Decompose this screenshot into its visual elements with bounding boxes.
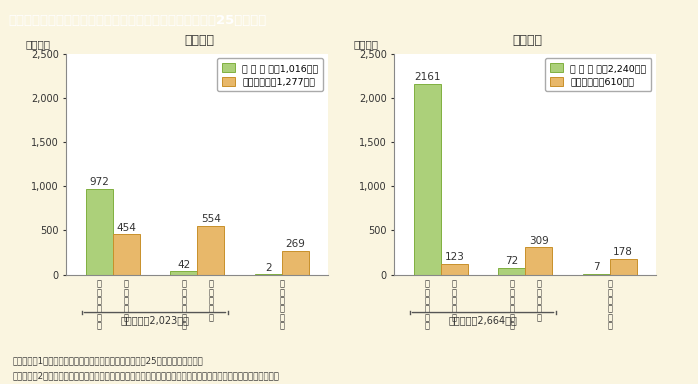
Text: 第１－特－６図　雇用形態と従業上の地位（男女別，平成25年３月）: 第１－特－６図 雇用形態と従業上の地位（男女別，平成25年３月）	[8, 15, 267, 28]
Text: 454: 454	[117, 223, 136, 233]
Text: 有
期
の
契
約
・: 有 期 の 契 約 ・	[181, 280, 186, 330]
Bar	[609, 259, 637, 275]
Text: 2: 2	[265, 263, 272, 273]
Text: （万人）: （万人）	[26, 39, 51, 49]
Text: 無
期
の
契
約
・: 無 期 の 契 約 ・	[97, 280, 102, 330]
Text: 〈女性〉: 〈女性〉	[184, 34, 214, 47]
Bar	[583, 274, 609, 275]
Bar	[198, 226, 224, 275]
Bar	[414, 84, 441, 275]
Text: 72: 72	[505, 257, 519, 266]
Legend: 正 規 雇 用：2,240万人, 非正規雇用：610万人: 正 規 雇 用：2,240万人, 非正規雇用：610万人	[545, 58, 651, 91]
Text: 178: 178	[614, 247, 633, 257]
Text: 972: 972	[89, 177, 109, 187]
Bar	[86, 189, 113, 275]
Text: 一
般
常
雇
・: 一 般 常 雇 ・	[452, 280, 456, 322]
Text: 一
般
常
雇
・: 一 般 常 雇 ・	[208, 280, 213, 322]
Text: 2161: 2161	[414, 72, 440, 82]
Text: 7: 7	[593, 262, 600, 272]
Text: 269: 269	[285, 240, 305, 250]
Text: 一般常雇：2,023万人: 一般常雇：2,023万人	[121, 315, 189, 325]
Text: （備考）　1．総務省「労働力調査（基本集計）」（平成25年３月）より作成。: （備考） 1．総務省「労働力調査（基本集計）」（平成25年３月）より作成。	[13, 356, 203, 366]
Bar	[113, 235, 140, 275]
Text: （万人）: （万人）	[354, 39, 379, 49]
Bar	[281, 251, 309, 275]
Bar	[170, 271, 198, 275]
Text: 123: 123	[445, 252, 464, 262]
Text: 有
期
の
契
約
・: 有 期 の 契 約 ・	[510, 280, 514, 330]
Text: 一
般
常
雇
・: 一 般 常 雇 ・	[124, 280, 128, 322]
Text: 2．「正規の職員・従業員」を「正規雇用」，「非正規の職員・従業員」を「非正規雇用」としている。: 2．「正規の職員・従業員」を「正規雇用」，「非正規の職員・従業員」を「非正規雇用…	[13, 371, 279, 380]
Text: 臨
時
雇
・
日
雇: 臨 時 雇 ・ 日 雇	[607, 280, 612, 330]
Bar	[525, 247, 552, 275]
Bar	[498, 268, 525, 275]
Text: 554: 554	[201, 214, 221, 224]
Bar	[441, 264, 468, 275]
Legend: 正 規 雇 用：1,016万人, 非正規雇用：1,277万人: 正 規 雇 用：1,016万人, 非正規雇用：1,277万人	[217, 58, 323, 91]
Text: 42: 42	[177, 260, 191, 270]
Text: 一
般
常
雇
・: 一 般 常 雇 ・	[536, 280, 541, 322]
Text: 無
期
の
契
約
・: 無 期 の 契 約 ・	[425, 280, 430, 330]
Text: 臨
時
雇
・
日
雇: 臨 時 雇 ・ 日 雇	[279, 280, 284, 330]
Text: 〈男性〉: 〈男性〉	[512, 34, 542, 47]
Text: 309: 309	[529, 235, 549, 245]
Text: 一般常雇：2,664万人: 一般常雇：2,664万人	[449, 315, 517, 325]
